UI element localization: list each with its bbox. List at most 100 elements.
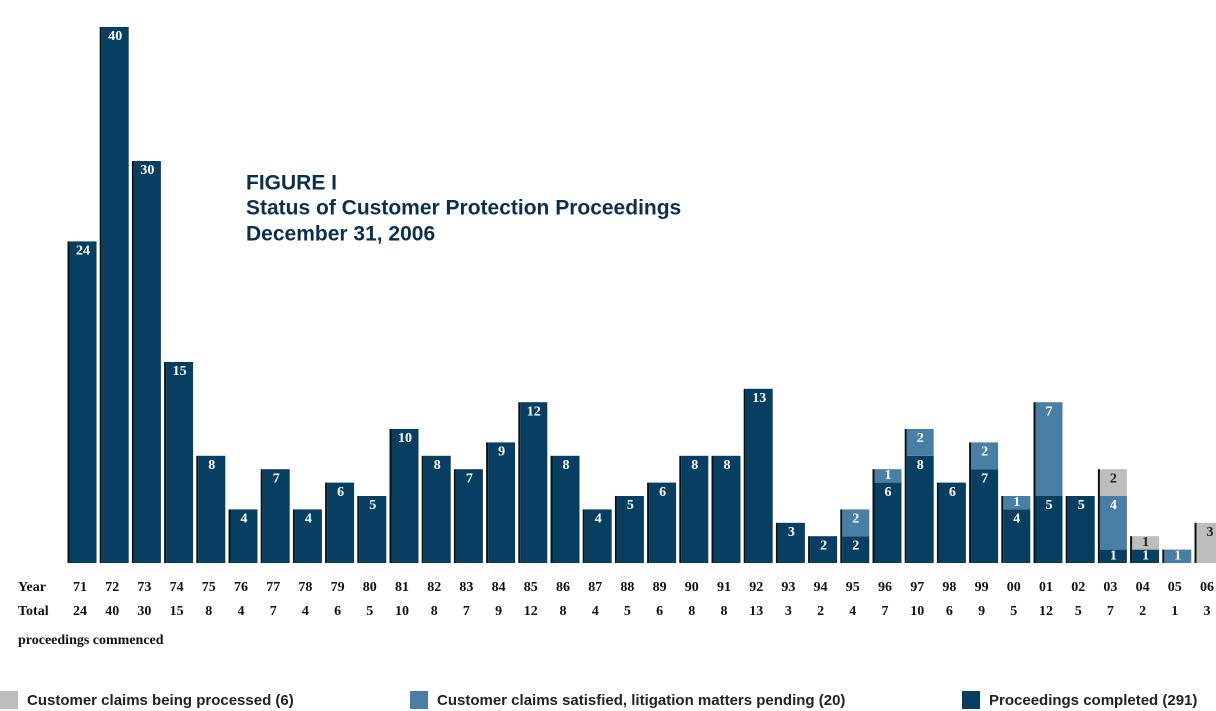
total-label: 13: [749, 604, 763, 619]
bar-segment: [294, 509, 322, 563]
value-label: 7: [273, 471, 280, 486]
total-label: 6: [656, 604, 663, 619]
value-label: 2: [852, 512, 859, 527]
value-label: 8: [208, 458, 215, 473]
total-label: 4: [302, 604, 309, 619]
x-tick-label: 74: [170, 580, 184, 595]
bar-edge: [647, 482, 650, 563]
bar-segment: [1067, 496, 1095, 563]
bar-segment: [649, 482, 677, 563]
x-tick-label: 92: [749, 580, 763, 595]
bar-segment: [938, 482, 966, 563]
bar-edge: [550, 455, 553, 563]
x-tick-label: 79: [331, 580, 345, 595]
x-tick-label: 77: [266, 580, 280, 595]
total-label: 7: [1107, 604, 1114, 619]
total-label: 8: [431, 604, 438, 619]
x-tick-label: 78: [298, 580, 312, 595]
value-label: 3: [1207, 525, 1214, 540]
x-tick-label: 75: [202, 580, 216, 595]
bar-edge: [1130, 536, 1133, 563]
total-label: 3: [785, 604, 792, 619]
x-tick-label: 05: [1168, 580, 1182, 595]
bar-segment: [1003, 509, 1031, 563]
value-label: 8: [724, 458, 731, 473]
total-label: 5: [366, 604, 373, 619]
total-label: 3: [1204, 604, 1211, 619]
bar-segment: [1099, 496, 1127, 550]
bar-edge: [486, 442, 489, 563]
bar-segment: [745, 388, 773, 563]
bar-segment: [777, 522, 805, 563]
bar-edge: [389, 429, 392, 563]
bar-segment: [810, 536, 838, 563]
bar-edge: [421, 455, 424, 563]
value-label: 3: [788, 525, 795, 540]
total-label: 12: [1039, 604, 1053, 619]
x-tick-label: 82: [427, 580, 441, 595]
value-label: 12: [527, 404, 541, 419]
total-label: 8: [205, 604, 212, 619]
value-label: 7: [466, 471, 473, 486]
bar-segment: [1099, 549, 1127, 563]
row-label: Total: [18, 604, 49, 619]
bar-segment: [842, 536, 870, 563]
total-label: 2: [1139, 604, 1146, 619]
bar-edge: [196, 455, 199, 563]
x-tick-label: 86: [556, 580, 570, 595]
value-label: 4: [1110, 498, 1117, 513]
bar-edge: [614, 496, 617, 563]
total-label: 8: [721, 604, 728, 619]
x-tick-label: 88: [620, 580, 634, 595]
bar-segment: [906, 429, 934, 456]
total-label: 5: [1010, 604, 1017, 619]
value-label: 2: [917, 431, 924, 446]
value-label: 40: [108, 29, 122, 44]
value-label: 6: [885, 485, 892, 500]
x-tick-label: 04: [1136, 580, 1150, 595]
legend-swatch: [0, 691, 18, 709]
bar-segment: [1003, 496, 1031, 510]
bar-segment: [1164, 549, 1192, 563]
total-label: 9: [978, 604, 985, 619]
total-label: 6: [946, 604, 953, 619]
total-label: 7: [882, 604, 889, 619]
bar-edge: [743, 388, 746, 563]
total-label: 8: [560, 604, 567, 619]
x-tick-label: 71: [73, 580, 87, 595]
legend-label: Proceedings completed (291): [989, 692, 1197, 709]
x-tick-label: 93: [781, 580, 795, 595]
bar-segment: [391, 429, 419, 563]
value-label: 15: [173, 364, 187, 379]
value-label: 4: [305, 512, 312, 527]
total-label: 5: [624, 604, 631, 619]
total-label: 6: [334, 604, 341, 619]
bar-segment: [1035, 496, 1063, 563]
value-label: 4: [595, 512, 602, 527]
x-tick-label: 83: [459, 580, 473, 595]
value-label: 1: [1174, 549, 1181, 564]
bar-segment: [359, 496, 387, 563]
value-label: 30: [140, 163, 154, 178]
value-label: 6: [949, 485, 956, 500]
bar-segment: [198, 455, 226, 563]
total-label: 10: [910, 604, 924, 619]
bar-segment: [520, 402, 548, 563]
bar-edge: [99, 27, 102, 563]
bar-edge: [872, 469, 875, 563]
x-tick-label: 85: [524, 580, 538, 595]
bar-segment: [101, 27, 129, 563]
bar-edge: [1162, 549, 1165, 563]
bar-edge: [453, 469, 456, 563]
bar-segment: [842, 509, 870, 537]
x-tick-label: 91: [717, 580, 731, 595]
legend-label: Customer claims satisfied, litigation ma…: [437, 692, 845, 709]
value-label: 1: [1142, 535, 1149, 550]
value-label: 13: [752, 391, 766, 406]
x-tick-label: 03: [1103, 580, 1117, 595]
value-label: 6: [659, 485, 666, 500]
total-label: 12: [524, 604, 538, 619]
x-tick-label: 99: [975, 580, 989, 595]
bar-segment: [1132, 549, 1160, 563]
